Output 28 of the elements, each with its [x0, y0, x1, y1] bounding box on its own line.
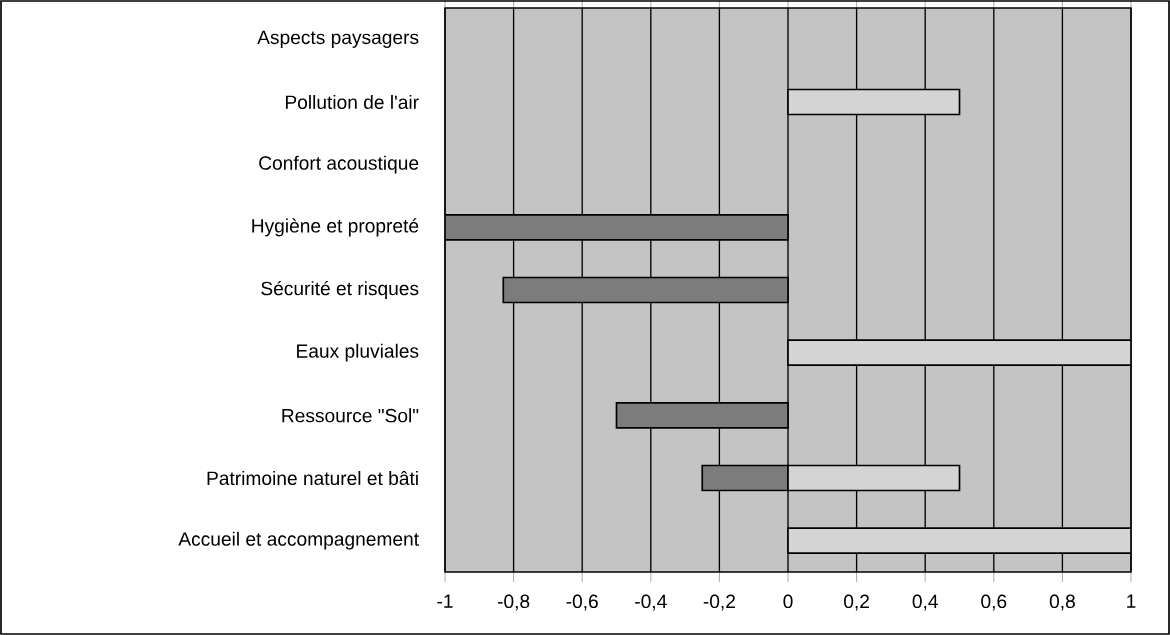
- x-tick-label: -0,6: [566, 594, 598, 611]
- bar: [787, 527, 1131, 555]
- x-tick-label: -0,4: [635, 594, 667, 611]
- x-tick-label: 0,2: [844, 594, 869, 611]
- x-tick-label: 0,6: [981, 594, 1007, 611]
- bar: [787, 339, 1131, 367]
- bar: [787, 464, 961, 492]
- bar: [787, 88, 961, 116]
- x-tick-label: -0,8: [497, 594, 530, 611]
- y-tick-label: Accueil et accompagnement: [178, 531, 419, 550]
- x-tick-label: 1: [1127, 594, 1136, 608]
- x-tick-label: -1: [437, 594, 453, 608]
- y-tick-label: Eaux pluviales: [297, 343, 419, 362]
- bar: [445, 213, 789, 241]
- x-tick-label: 0,4: [912, 594, 938, 611]
- x-tick-label: 0: [783, 594, 793, 609]
- bar: [701, 464, 789, 492]
- y-tick-label: Hygiène et propreté: [252, 218, 419, 237]
- bar: [615, 401, 789, 429]
- y-tick-label: Pollution de l'air: [285, 94, 419, 110]
- bar: [502, 276, 789, 304]
- x-tick-label: -0,2: [703, 594, 735, 611]
- y-tick-label: Aspects paysagers: [257, 30, 419, 48]
- y-tick-label: Sécurité et risques: [261, 280, 419, 300]
- y-tick-label: Patrimoine naturel et bâti: [207, 470, 418, 486]
- y-tick-label: Confort acoustique: [259, 155, 419, 174]
- x-tick-label: 0,8: [1049, 594, 1075, 611]
- y-tick-label: Ressource "Sol": [282, 408, 419, 423]
